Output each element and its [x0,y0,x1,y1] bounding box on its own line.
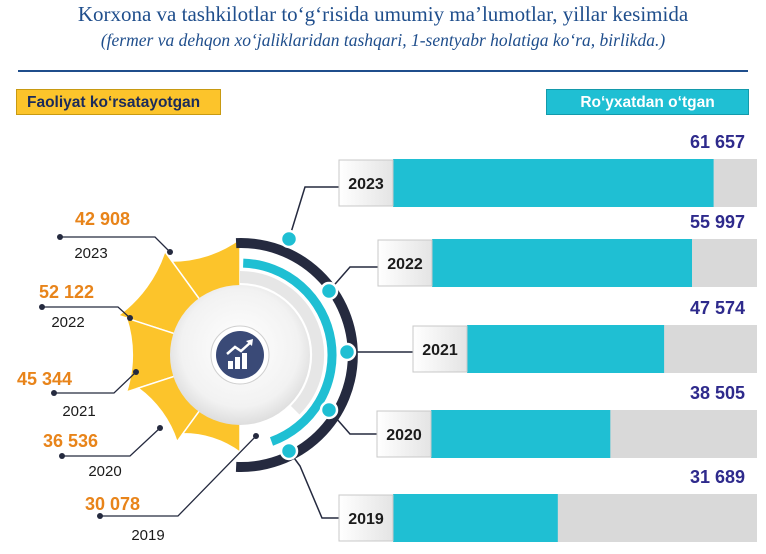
active-value-2021: 45 344 [17,369,72,389]
active-year-2021: 2021 [62,403,95,420]
node-2023 [279,229,299,249]
title-divider [18,70,748,72]
connector-2023 [288,186,339,240]
bar-value-2021: 47 574 [690,298,745,318]
year-label-2023: 2023 [348,176,384,193]
bar-fill-2020 [431,410,611,458]
year-label-2021: 2021 [422,342,458,359]
node-2021 [337,342,357,362]
label-dot-end-2023 [167,249,173,255]
label-line-2022 [42,306,131,319]
label-line-2019 [100,435,257,517]
label-dot-end-2020 [157,425,163,431]
label-line-2023 [60,236,171,253]
bar-fill-2019 [393,494,558,542]
registered-bars: 2023 61 657 2022 55 997 2021 47 574 2020 38 505… [338,132,757,542]
hub-core [216,331,264,379]
year-label-2022: 2022 [387,256,423,273]
label-dot-start-2022 [39,304,45,310]
bar-fill-2021 [467,325,665,373]
label-dot-start-2020 [59,453,65,459]
label-dot-end-2019 [253,433,259,439]
page-subtitle: (fermer va dehqon xo‘jaliklaridan tashqa… [100,30,666,50]
year-box-2020 [376,410,432,458]
label-dot-end-2021 [133,369,139,375]
bar-value-2019: 31 689 [690,467,745,487]
year-box-2023 [338,159,394,207]
label-dot-start-2021 [51,390,57,396]
node-2020 [319,400,339,420]
active-value-2020: 36 536 [43,431,98,451]
legend-active: Faoliyat ko‘rsatayotgan [16,89,221,115]
connector-2019 [288,450,339,519]
year-label-2020: 2020 [386,427,422,444]
icon-bar [242,353,247,369]
label-dot-start-2019 [97,513,103,519]
node-2022 [319,281,339,301]
active-value-2022: 52 122 [39,282,94,302]
label-line-2021 [54,371,137,394]
node-2019 [279,441,299,461]
icon-bar [228,361,233,369]
label-dot-end-2022 [127,315,133,321]
active-year-2019: 2019 [131,527,164,544]
bar-fill-2022 [432,239,692,287]
grey-arc [239,271,325,415]
active-year-2022: 2022 [51,314,84,331]
year-box-2021 [412,325,468,373]
year-box-2022 [377,239,433,287]
bar-fill-2023 [393,159,714,207]
active-year-2023: 2023 [74,245,107,262]
connector-2022 [328,266,378,292]
bar-value-2022: 55 997 [690,212,745,232]
year-label-2019: 2019 [348,511,384,528]
center-hub [170,285,310,425]
legend-registered: Ro‘yxatdan o‘tgan [546,89,749,115]
icon-trend-line [226,341,252,355]
connector-2020 [328,409,377,435]
icon-bar [235,357,240,369]
active-value-2023: 42 908 [75,209,130,229]
active-year-2020: 2020 [88,463,121,480]
year-box-2019 [338,494,394,542]
active-labels: 42 908 2023 52 122 2022 45 344 2021 36 536 2020… [17,209,259,544]
connectors [279,186,413,519]
bar-value-2020: 38 505 [690,383,745,403]
icon-arrow-head [246,339,253,346]
page-title: Korxona va tashkilotlar to‘g‘risida umum… [77,2,689,26]
cyan-arc [243,258,337,446]
growth-chart-icon [226,339,253,369]
bar-value-2023: 61 657 [690,132,745,152]
active-value-2019: 30 078 [85,494,140,514]
label-line-2020 [62,427,161,457]
label-dot-start-2023 [57,234,63,240]
